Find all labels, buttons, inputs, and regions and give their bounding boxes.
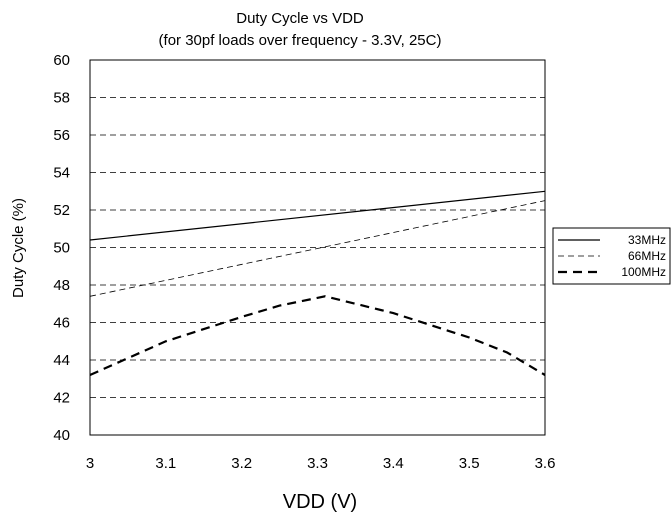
y-tick-label: 52 <box>53 202 70 219</box>
series-line-66mhz <box>89 200 546 297</box>
x-tick-label: 3.1 <box>155 455 176 472</box>
series-line-33mhz <box>89 190 546 241</box>
x-tick-labels: 3 3.1 3.2 3.3 3.4 3.5 3.6 <box>86 455 556 472</box>
x-tick-label: 3.5 <box>459 455 480 472</box>
chart-title: Duty Cycle vs VDD <box>236 10 364 27</box>
y-tick-label: 58 <box>53 90 70 107</box>
y-tick-label: 54 <box>53 165 70 182</box>
legend: 33MHz 66MHz 100MHz <box>552 227 671 285</box>
x-tick-label: 3.4 <box>383 455 404 472</box>
x-tick-label: 3.3 <box>307 455 328 472</box>
x-axis-label: VDD (V) <box>283 491 357 513</box>
x-tick-label: 3.6 <box>535 455 556 472</box>
y-tick-label: 42 <box>53 390 70 407</box>
y-axis-label: Duty Cycle (%) <box>10 198 27 298</box>
y-tick-label: 50 <box>53 240 70 257</box>
y-tick-label: 46 <box>53 315 70 332</box>
y-tick-label: 60 <box>53 52 70 69</box>
x-tick-label: 3 <box>86 455 94 472</box>
legend-label: 100MHz <box>621 265 666 279</box>
plot-area <box>89 59 546 436</box>
series-line-100mhz <box>89 295 546 377</box>
series-lines <box>89 190 546 377</box>
chart-subtitle: (for 30pf loads over frequency - 3.3V, 2… <box>159 32 442 49</box>
y-tick-label: 56 <box>53 127 70 144</box>
y-tick-label: 40 <box>53 427 70 444</box>
y-tick-labels: 40 42 44 46 48 50 52 54 56 58 60 <box>53 52 70 444</box>
legend-label: 66MHz <box>628 249 666 263</box>
y-tick-label: 48 <box>53 277 70 294</box>
legend-label: 33MHz <box>628 233 666 247</box>
y-tick-label: 44 <box>53 352 70 369</box>
x-tick-label: 3.2 <box>231 455 252 472</box>
gridlines <box>90 97 545 398</box>
